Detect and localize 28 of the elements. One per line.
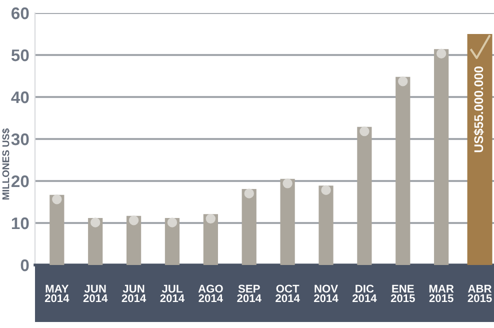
y-tick-label: 60 (12, 7, 29, 20)
y-tick-label: 20 (11, 175, 29, 188)
x-tick-label: JUN 2014 (83, 284, 108, 302)
y-tick-label: 40 (11, 91, 29, 104)
x-tick-label: JUL 2014 (160, 284, 185, 302)
bar (434, 49, 449, 265)
x-tick-label: NOV 2014 (314, 284, 338, 302)
x-tick-label: MAY 2014 (44, 284, 70, 302)
y-tick-label: 0 (20, 259, 29, 272)
data-label: US$55.000.000 (474, 66, 484, 152)
x-tick-label: DIC 2014 (352, 284, 377, 302)
bar (357, 126, 372, 265)
bar (318, 186, 334, 265)
y-tick-label: 10 (12, 217, 29, 230)
y-tick-label: 50 (11, 49, 29, 62)
bar (50, 194, 64, 265)
x-tick-label: JUN 2014 (122, 284, 146, 302)
y-axis-title: MILLONES US$ (2, 128, 10, 200)
bar (280, 178, 295, 265)
x-tick-label: ENE 2015 (390, 284, 415, 302)
x-tick-label: MAR 2015 (429, 284, 454, 302)
x-tick-label: SEP 2014 (237, 284, 262, 302)
bar (242, 188, 256, 265)
y-tick-label: 30 (11, 133, 29, 146)
x-tick-label: AGO 2014 (198, 284, 223, 302)
x-tick-label: ABR 2015 (468, 284, 492, 302)
x-tick-label: OCT 2014 (276, 284, 300, 302)
bar (396, 76, 410, 265)
